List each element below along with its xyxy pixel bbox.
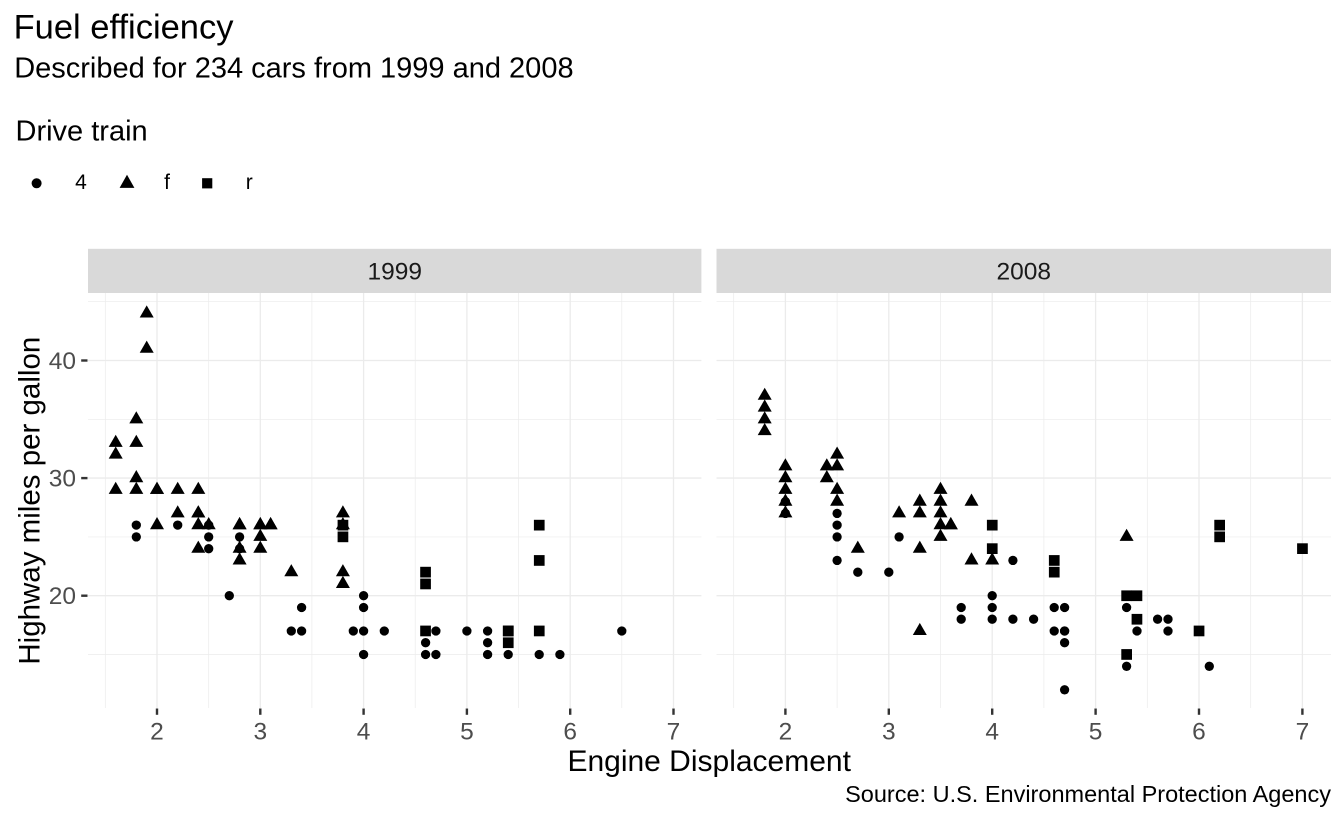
svg-text:4: 4 (357, 719, 371, 746)
svg-text:Highway miles per gallon: Highway miles per gallon (14, 337, 47, 665)
svg-text:7: 7 (1296, 719, 1310, 746)
svg-text:4: 4 (985, 719, 999, 746)
svg-text:Source: U.S. Environmental Pro: Source: U.S. Environmental Protection Ag… (845, 781, 1331, 807)
svg-text:3: 3 (253, 719, 267, 746)
svg-text:30: 30 (49, 466, 76, 493)
svg-text:2: 2 (779, 719, 793, 746)
svg-text:Fuel efficiency: Fuel efficiency (14, 9, 235, 47)
svg-text:Engine Displacement: Engine Displacement (567, 745, 851, 778)
svg-text:5: 5 (1089, 719, 1103, 746)
svg-text:3: 3 (882, 719, 896, 746)
svg-text:f: f (164, 171, 170, 194)
svg-text:2008: 2008 (997, 259, 1052, 286)
svg-text:6: 6 (563, 719, 577, 746)
svg-text:Described for 234 cars from 19: Described for 234 cars from 1999 and 200… (14, 52, 573, 84)
svg-text:r: r (246, 171, 253, 194)
svg-text:6: 6 (1192, 719, 1206, 746)
svg-text:20: 20 (49, 583, 76, 610)
svg-text:5: 5 (460, 719, 474, 746)
svg-text:2: 2 (150, 719, 164, 746)
svg-text:1999: 1999 (367, 259, 422, 286)
svg-text:7: 7 (667, 719, 681, 746)
svg-text:4: 4 (75, 171, 87, 194)
svg-text:40: 40 (49, 348, 76, 375)
svg-text:Drive train: Drive train (16, 116, 148, 148)
